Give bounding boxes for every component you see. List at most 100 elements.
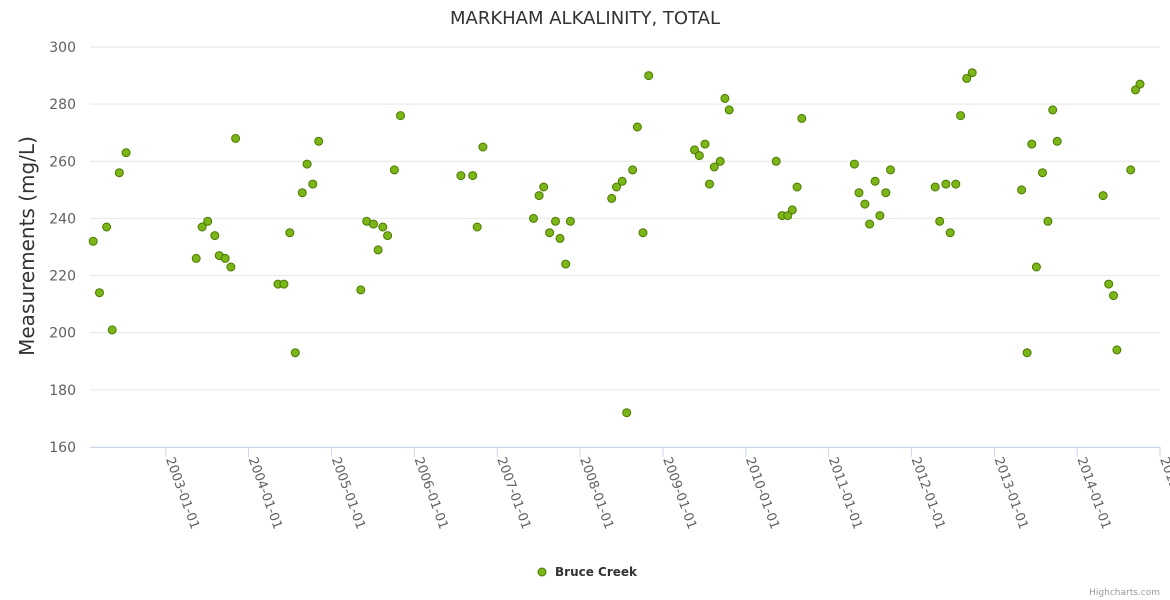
data-point[interactable] (962, 73, 972, 83)
data-point[interactable] (551, 216, 560, 226)
data-point[interactable] (865, 219, 875, 229)
data-point[interactable] (715, 156, 725, 166)
data-point[interactable] (102, 222, 112, 232)
data-point[interactable] (724, 105, 734, 115)
data-point[interactable] (356, 285, 366, 295)
data-point[interactable] (203, 216, 213, 226)
data-point[interactable] (860, 199, 870, 209)
data-point[interactable] (468, 171, 478, 181)
credits-link[interactable]: Highcharts.com (1089, 588, 1160, 598)
data-point[interactable] (797, 113, 807, 123)
data-point[interactable] (373, 245, 383, 255)
data-point[interactable] (628, 165, 638, 175)
data-point[interactable] (849, 159, 859, 169)
data-point[interactable] (886, 165, 895, 175)
x-tick-label: 2014-01-01 (1073, 455, 1113, 531)
data-point[interactable] (107, 325, 117, 335)
data-point[interactable] (617, 176, 627, 186)
data-point[interactable] (1112, 345, 1122, 355)
data-point[interactable] (545, 228, 555, 238)
data-point[interactable] (694, 151, 704, 161)
data-point[interactable] (951, 179, 961, 189)
data-point[interactable] (561, 259, 571, 269)
data-point[interactable] (114, 168, 124, 178)
data-point[interactable] (1038, 168, 1047, 178)
data-point[interactable] (709, 162, 719, 172)
data-point[interactable] (881, 188, 891, 198)
data-point[interactable] (720, 93, 730, 103)
data-point[interactable] (1109, 291, 1118, 301)
data-point[interactable] (612, 182, 621, 192)
data-point[interactable] (210, 231, 220, 241)
data-point[interactable] (930, 182, 940, 192)
series-bruce-creek[interactable] (88, 68, 1145, 418)
data-point[interactable] (1017, 185, 1027, 195)
data-point[interactable] (396, 111, 405, 121)
data-point[interactable] (771, 156, 781, 166)
data-point[interactable] (279, 279, 289, 289)
data-point[interactable] (88, 236, 98, 246)
data-point[interactable] (690, 145, 699, 155)
data-point[interactable] (472, 222, 482, 232)
data-point[interactable] (389, 165, 399, 175)
data-point[interactable] (875, 211, 885, 221)
data-point[interactable] (191, 253, 201, 263)
y-axis-ticks: 160 180 200 220 240 260 280 300 (49, 40, 76, 456)
data-point[interactable] (456, 171, 466, 181)
data-point[interactable] (1052, 136, 1062, 146)
legend[interactable]: Bruce Creek (537, 565, 638, 579)
data-point[interactable] (700, 139, 710, 149)
data-point[interactable] (1031, 262, 1041, 272)
data-point[interactable] (369, 219, 378, 229)
data-point[interactable] (941, 179, 951, 189)
data-point[interactable] (1131, 85, 1140, 95)
data-point[interactable] (622, 408, 632, 418)
data-point[interactable] (121, 148, 131, 158)
data-point[interactable] (935, 216, 945, 226)
data-point[interactable] (383, 231, 393, 241)
data-point[interactable] (290, 348, 300, 358)
data-point[interactable] (854, 188, 864, 198)
x-tick-label: 2009-01-01 (659, 455, 699, 531)
data-point[interactable] (314, 136, 324, 146)
data-point[interactable] (555, 233, 565, 243)
data-point[interactable] (285, 228, 295, 238)
data-point[interactable] (792, 182, 802, 192)
data-point[interactable] (231, 133, 241, 143)
data-point[interactable] (787, 205, 797, 215)
data-point[interactable] (197, 222, 207, 232)
data-point[interactable] (378, 222, 388, 232)
data-point[interactable] (1027, 139, 1037, 149)
data-point[interactable] (308, 179, 318, 189)
data-point[interactable] (632, 122, 642, 132)
data-point[interactable] (95, 288, 104, 298)
data-point[interactable] (1048, 105, 1058, 115)
data-point[interactable] (1043, 216, 1053, 226)
y-tick-label: 280 (49, 97, 76, 113)
data-point[interactable] (1022, 348, 1032, 358)
data-point[interactable] (297, 188, 307, 198)
data-point[interactable] (705, 179, 714, 189)
data-point[interactable] (529, 213, 538, 223)
data-point[interactable] (478, 142, 488, 152)
data-point[interactable] (220, 253, 230, 263)
data-point[interactable] (565, 216, 575, 226)
data-point[interactable] (302, 159, 312, 169)
data-point[interactable] (956, 111, 966, 121)
data-point[interactable] (1126, 165, 1136, 175)
data-point[interactable] (638, 228, 648, 238)
data-point[interactable] (1098, 191, 1108, 201)
data-point[interactable] (644, 71, 654, 81)
data-point[interactable] (226, 262, 236, 272)
x-axis-ticks: 2003-01-01 2004-01-01 2005-01-01 2006-01-01… (162, 447, 1170, 531)
data-point[interactable] (1104, 279, 1114, 289)
data-point[interactable] (539, 182, 549, 192)
data-point[interactable] (607, 193, 617, 203)
data-point[interactable] (945, 228, 955, 238)
data-point[interactable] (967, 68, 977, 78)
data-point[interactable] (870, 176, 880, 186)
legend-item-bruce-creek[interactable]: Bruce Creek (555, 565, 638, 579)
data-point[interactable] (534, 191, 544, 201)
data-point[interactable] (1135, 79, 1145, 89)
